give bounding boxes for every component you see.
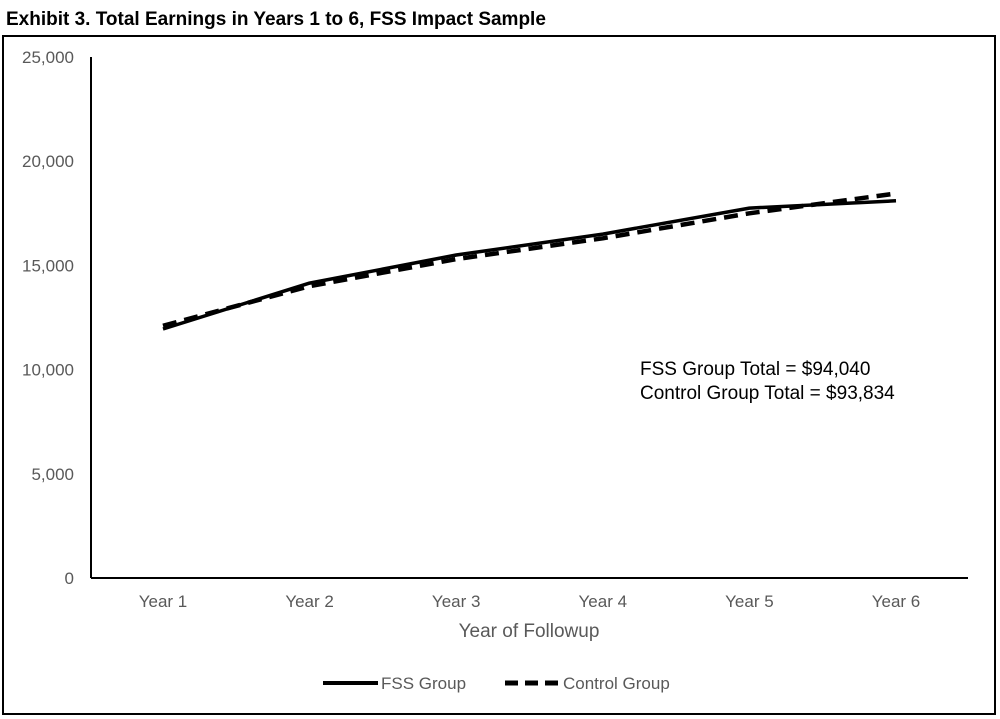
x-axis-title: Year of Followup	[459, 621, 600, 642]
x-tick-label: Year 3	[432, 592, 481, 611]
y-tick-label: 0	[65, 569, 74, 588]
x-tick-label: Year 2	[285, 592, 334, 611]
y-tick-label: 5,000	[31, 465, 74, 484]
y-tick-label: 25,000	[22, 48, 74, 67]
series-lines	[162, 191, 897, 331]
x-tick-label: Year 6	[872, 592, 921, 611]
x-tick-label: Year 5	[725, 592, 774, 611]
series-line-fss-group	[162, 199, 897, 331]
x-tick-label: Year 1	[139, 592, 188, 611]
annotations: FSS Group Total = $94,040 Control Group …	[640, 359, 895, 404]
legend: FSS Group Control Group	[323, 674, 670, 693]
exhibit-title: Exhibit 3. Total Earnings in Years 1 to …	[6, 9, 546, 30]
series-line-control-group	[162, 191, 897, 328]
x-axis-ticks: Year 1 Year 2 Year 3 Year 4 Year 5 Year 6	[139, 592, 921, 611]
y-tick-label: 15,000	[22, 256, 74, 275]
legend-label-fss-group: FSS Group	[381, 674, 466, 693]
x-tick-label: Year 4	[579, 592, 628, 611]
annotation-fss-total: FSS Group Total = $94,040	[640, 359, 870, 380]
y-tick-label: 20,000	[22, 152, 74, 171]
legend-label-control-group: Control Group	[563, 674, 670, 693]
y-axis-ticks: 0 5,000 10,000 15,000 20,000 25,000	[22, 48, 74, 588]
y-tick-label: 10,000	[22, 361, 74, 380]
chart-frame	[2, 35, 996, 715]
annotation-control-total: Control Group Total = $93,834	[640, 383, 895, 404]
